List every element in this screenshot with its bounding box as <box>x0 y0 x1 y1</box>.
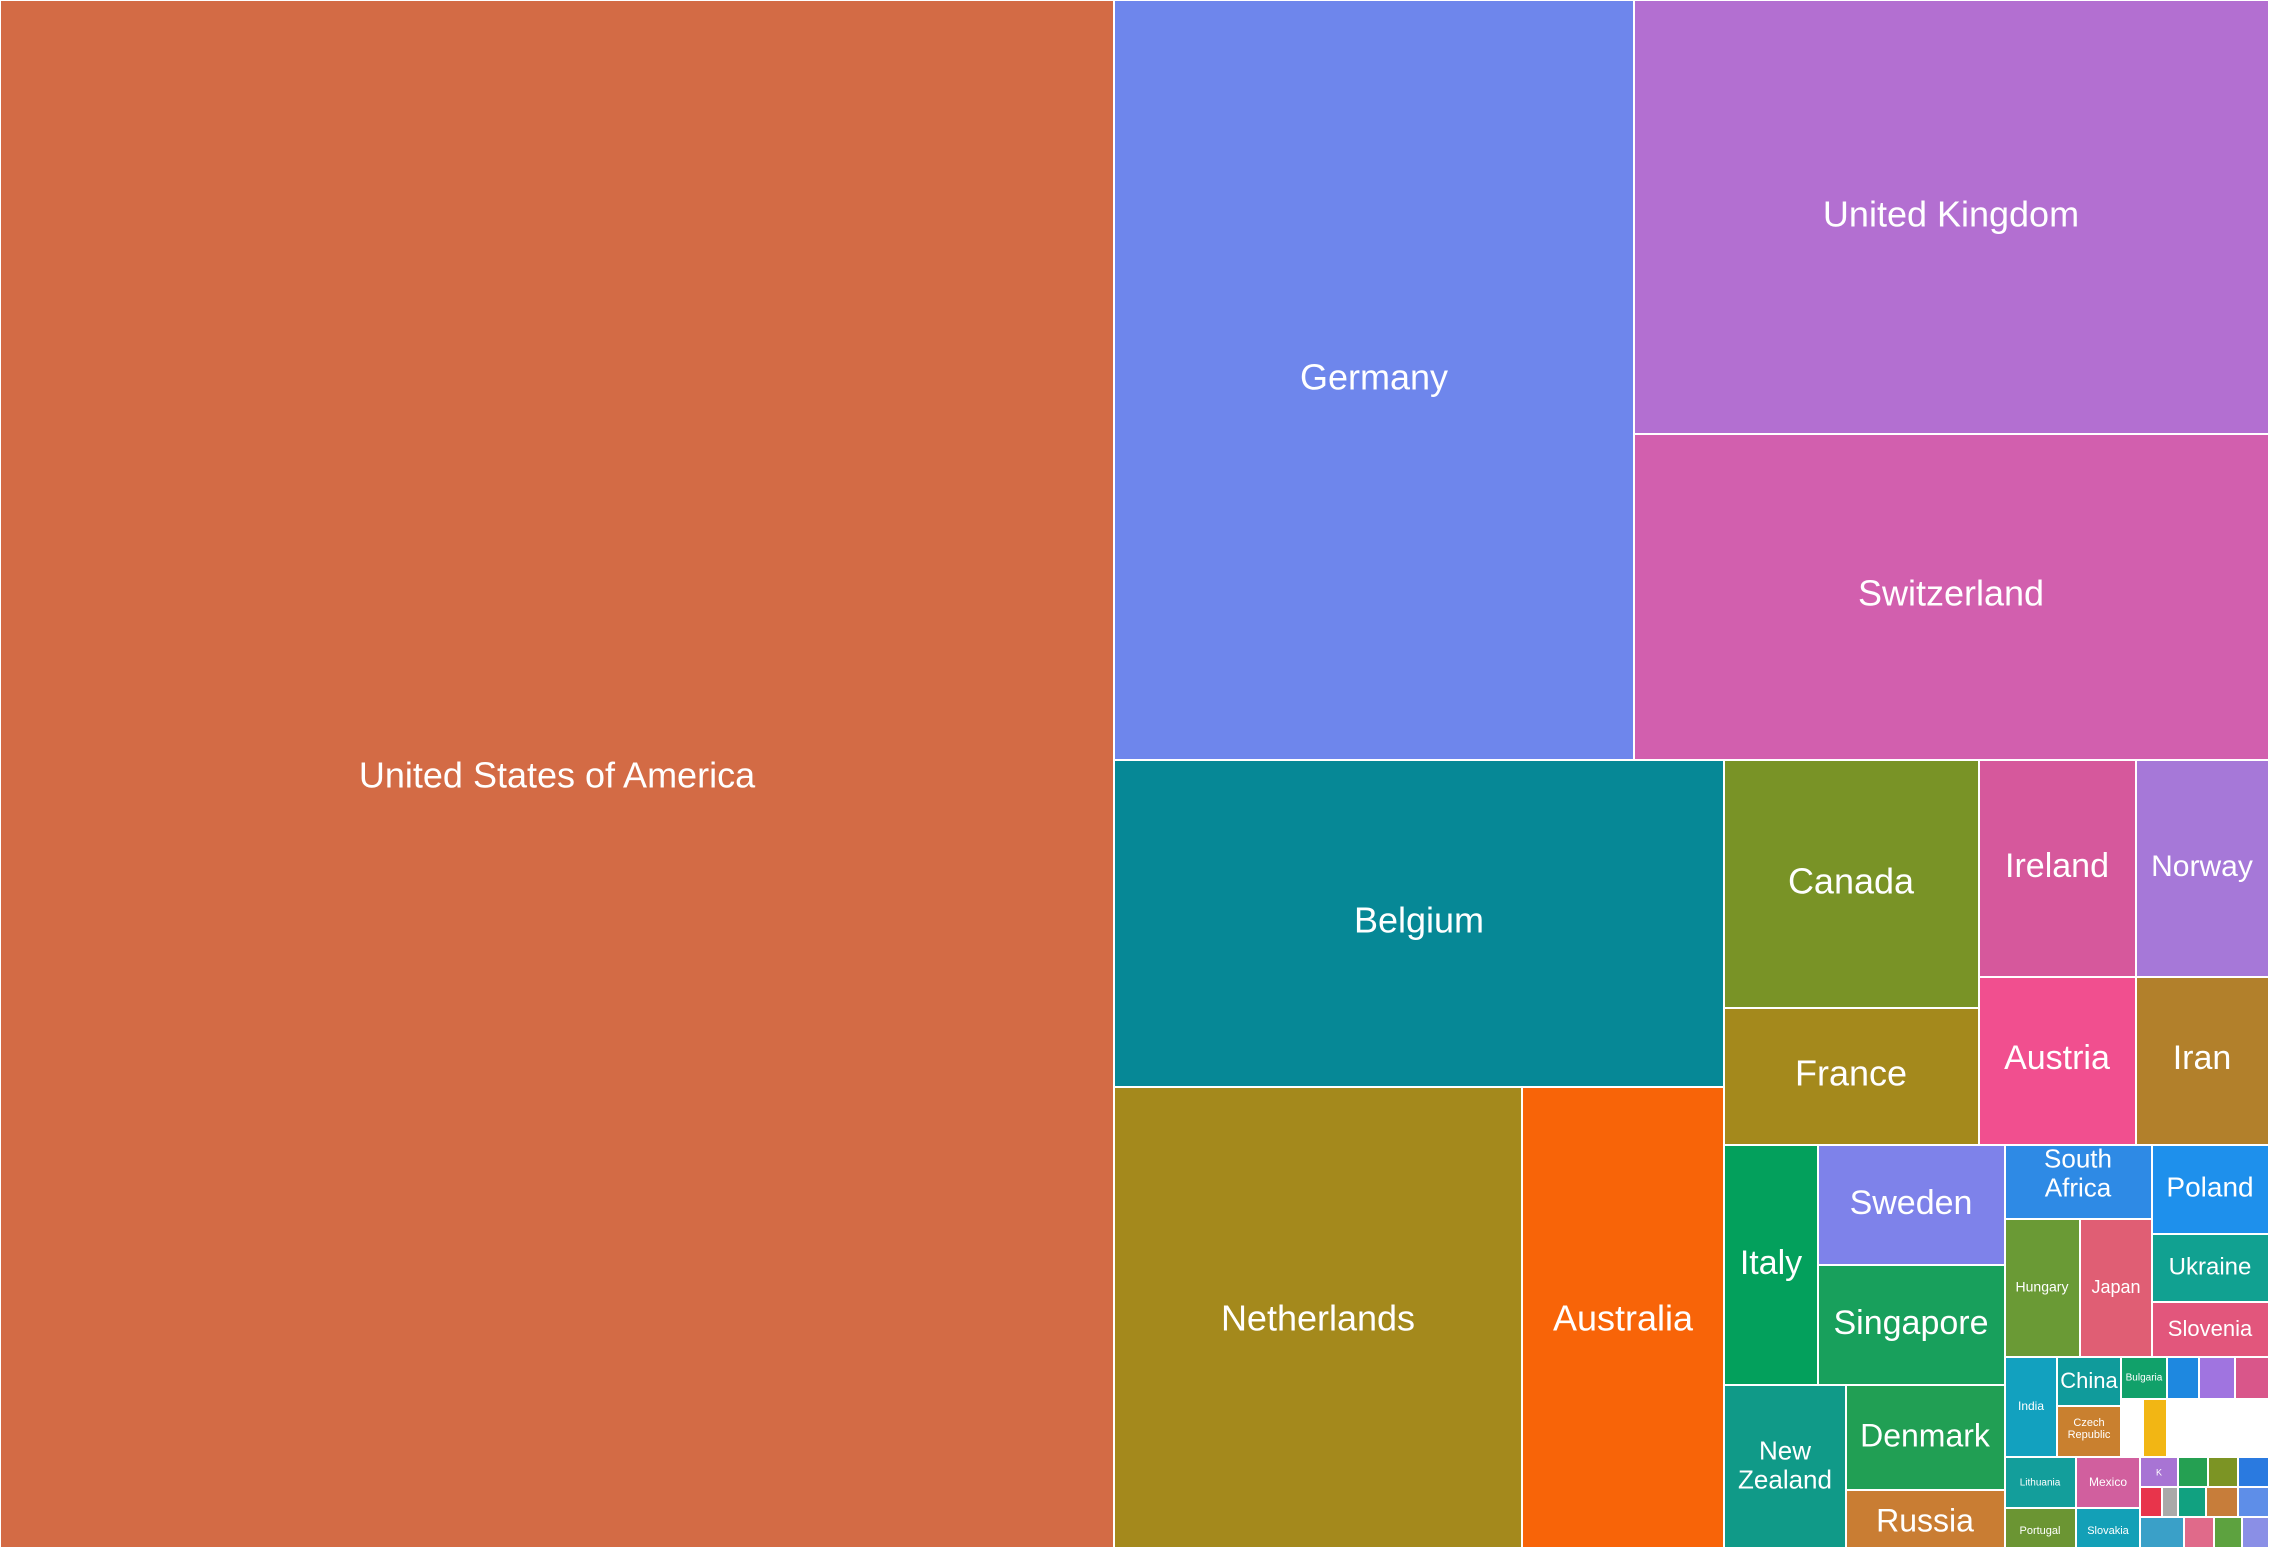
treemap-cell-denmark <box>1845 1384 2006 1491</box>
treemap-cell-unlabeled-8 <box>2207 1456 2239 1488</box>
treemap-cell-unlabeled-4 <box>2234 1356 2269 1400</box>
treemap-cell-unlabeled-9 <box>2237 1456 2269 1488</box>
treemap-cell-ireland <box>1978 759 2137 978</box>
treemap-label-new-zealand: New Zealand <box>1738 1436 1832 1495</box>
treemap-label-united-states-of-america: United States of America <box>359 755 756 796</box>
treemap-cell-lithuania <box>2004 1456 2077 1509</box>
treemap-label-france: France <box>1795 1053 1907 1094</box>
treemap-label-bulgaria: Bulgaria <box>2126 1373 2163 1384</box>
treemap-label-ukraine: Ukraine <box>2169 1253 2252 1280</box>
treemap-cell-united-kingdom <box>1633 0 2269 435</box>
treemap-label-slovenia: Slovenia <box>2168 1316 2253 1341</box>
treemap-cell-unlabeled-2 <box>2166 1356 2200 1400</box>
treemap-cell-austria <box>1978 976 2137 1146</box>
treemap-label-russia: Russia <box>1876 1502 1974 1538</box>
treemap-cell-unlabeled-3 <box>2198 1356 2236 1400</box>
treemap-cell-france <box>1723 1007 1980 1146</box>
treemap-cell-unlabeled-14 <box>2183 1516 2215 1548</box>
treemap-cell-australia <box>1521 1086 1725 1548</box>
treemap-label-lithuania: Lithuania <box>2020 1478 2061 1489</box>
treemap-label-portugal: Portugal <box>2020 1525 2061 1537</box>
treemap-cell-belgium <box>1113 759 1725 1088</box>
treemap-cell-unlabeled-11 <box>2205 1486 2239 1518</box>
treemap-label-k: K <box>2156 1467 2162 1477</box>
treemap-label-canada: Canada <box>1788 861 1915 902</box>
treemap-cell-switzerland <box>1633 433 2269 761</box>
treemap-label-switzerland: Switzerland <box>1858 573 2044 614</box>
treemap-cell-unlabeled-16 <box>2241 1516 2269 1548</box>
treemap-cell-poland <box>2151 1144 2269 1235</box>
treemap-cell-slovakia <box>2075 1507 2141 1548</box>
treemap-cell-russia <box>1845 1489 2006 1548</box>
treemap-label-denmark: Denmark <box>1860 1417 1991 1453</box>
treemap-cell-unlabeled-5 <box>2139 1486 2163 1518</box>
treemap-cell-unlabeled-6 <box>2161 1486 2179 1518</box>
treemap-cell-unlabeled-10 <box>2177 1486 2207 1518</box>
treemap-label-china: China <box>2060 1368 2118 1393</box>
treemap-cell-south-africa <box>2004 1144 2153 1220</box>
treemap-cell-unlabeled-1 <box>2142 1398 2168 1458</box>
treemap-cell-norway <box>2135 759 2269 978</box>
treemap-cell-unlabeled-12 <box>2237 1486 2269 1518</box>
treemap-cell-unlabeled-15 <box>2213 1516 2243 1548</box>
treemap-label-iran: Iran <box>2173 1039 2232 1077</box>
treemap-cell-iran <box>2135 976 2269 1146</box>
treemap-label-czech-republic: Czech Republic <box>2068 1417 2111 1441</box>
treemap-label-australia: Australia <box>1553 1298 1694 1339</box>
treemap-label-hungary: Hungary <box>2016 1279 2069 1295</box>
treemap-label-norway: Norway <box>2151 850 2253 883</box>
treemap-cell-new-zealand <box>1723 1384 1847 1548</box>
treemap-label-united-kingdom: United Kingdom <box>1823 194 2079 235</box>
treemap-cell-unlabeled-7 <box>2177 1456 2209 1488</box>
treemap-label-austria: Austria <box>2004 1039 2110 1077</box>
treemap-cell-unlabeled-13 <box>2139 1516 2185 1548</box>
treemap-label-mexico: Mexico <box>2089 1475 2127 1489</box>
treemap-label-singapore: Singapore <box>1833 1304 1988 1342</box>
treemap-cell-mexico <box>2075 1456 2141 1509</box>
treemap-cell-ukraine <box>2151 1233 2269 1303</box>
treemap-cell-sweden <box>1817 1144 2006 1266</box>
treemap-label-germany: Germany <box>1300 357 1448 398</box>
treemap-label-italy: Italy <box>1740 1244 1802 1282</box>
treemap-label-belgium: Belgium <box>1354 900 1484 941</box>
treemap-cell-united-states-of-america <box>0 0 1115 1548</box>
treemap-label-india: India <box>2018 1399 2044 1413</box>
treemap-label-south-africa: South Africa <box>2044 1144 2112 1203</box>
treemap-cell-canada <box>1723 759 1980 1009</box>
treemap-label-slovakia: Slovakia <box>2087 1525 2129 1537</box>
treemap-cell-germany <box>1113 0 1635 761</box>
treemap-label-ireland: Ireland <box>2005 847 2109 885</box>
treemap-cell-india <box>2004 1356 2058 1458</box>
treemap-labels: United States of America Germany United Ki… <box>359 194 2254 1539</box>
treemap-cell-hungary <box>2004 1218 2081 1358</box>
treemap-label-netherlands: Netherlands <box>1221 1298 1415 1339</box>
treemap-label-sweden: Sweden <box>1850 1184 1973 1222</box>
treemap-label-poland: Poland <box>2166 1171 2253 1202</box>
treemap-label-japan: Japan <box>2091 1277 2140 1297</box>
